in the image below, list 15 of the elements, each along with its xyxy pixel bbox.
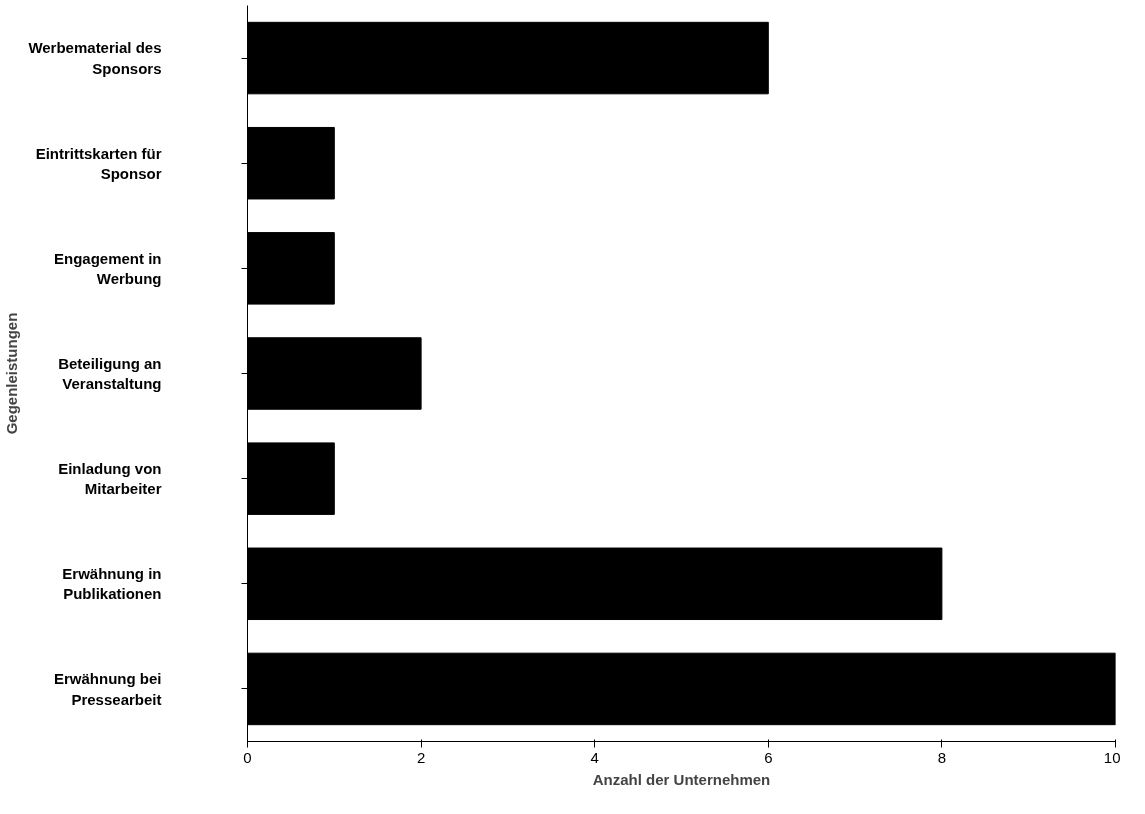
x-tick-label: 8 bbox=[937, 748, 947, 766]
y-tick-label: Eintrittskarten für Sponsor bbox=[35, 144, 162, 182]
x-tick-label: 0 bbox=[243, 748, 252, 766]
y-tick-label: Beteiligung an Veranstaltung bbox=[58, 354, 162, 393]
y-tick-label: Einladung von Mitarbeiter bbox=[58, 459, 162, 498]
x-tick-label: 10 bbox=[1103, 748, 1121, 766]
x-tick-label: 6 bbox=[764, 748, 773, 766]
y-axis-title: Gegenleistungen bbox=[3, 312, 21, 435]
x-tick-label: 4 bbox=[590, 748, 599, 766]
x-axis-title: Anzahl der Unternehmen bbox=[592, 770, 771, 788]
x-tick-label: 2 bbox=[416, 748, 426, 766]
y-tick-label: Werbematerial des Sponsors bbox=[28, 39, 162, 77]
y-tick-label: Engagement in Werbung bbox=[53, 249, 162, 288]
y-tick-label: Erwähnung in Publikationen bbox=[62, 565, 162, 603]
y-tick-label: Erwähnung bei Pressearbeit bbox=[54, 670, 162, 708]
